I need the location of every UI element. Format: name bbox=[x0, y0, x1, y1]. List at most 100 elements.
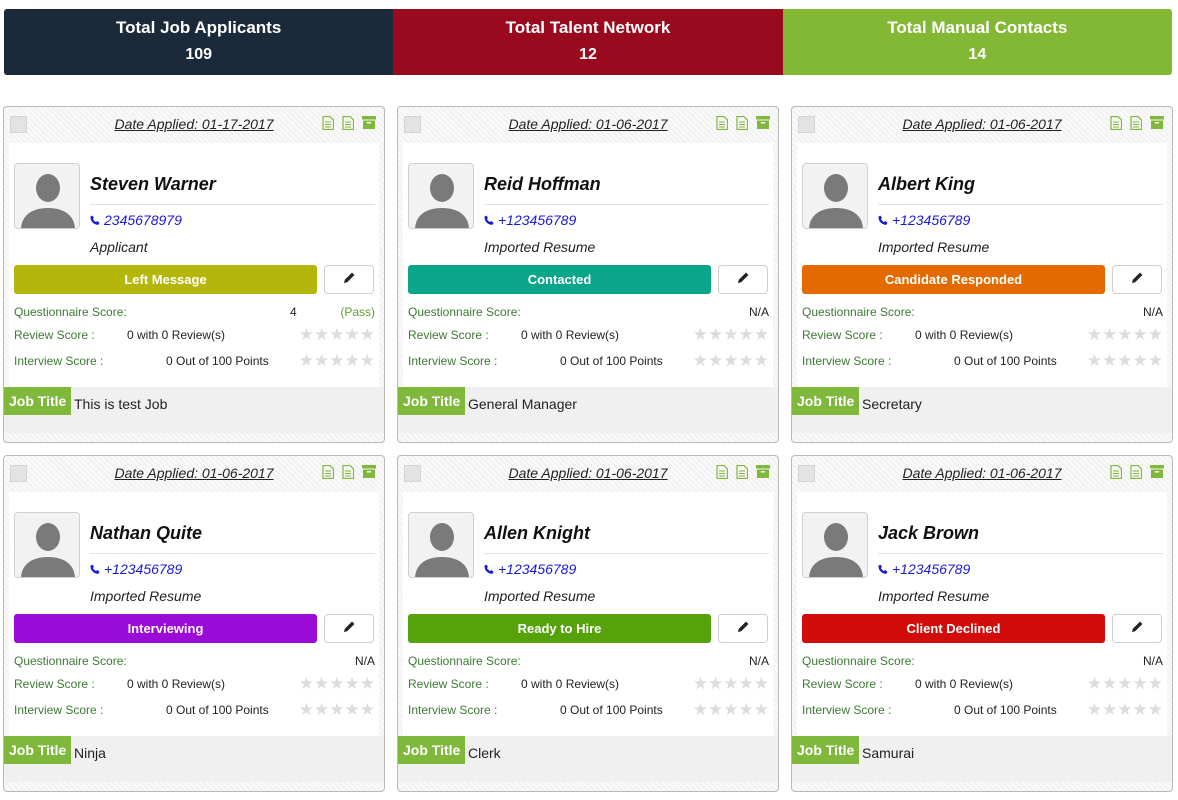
star-icon[interactable]: ★ bbox=[314, 351, 330, 370]
star-icon[interactable]: ★ bbox=[329, 325, 345, 344]
edit-status-button[interactable] bbox=[718, 614, 768, 643]
star-icon[interactable]: ★ bbox=[1132, 700, 1148, 719]
star-icon[interactable]: ★ bbox=[708, 351, 724, 370]
star-icon[interactable]: ★ bbox=[692, 351, 708, 370]
star-icon[interactable]: ★ bbox=[708, 674, 724, 693]
star-icon[interactable]: ★ bbox=[1117, 674, 1133, 693]
star-icon[interactable]: ★ bbox=[723, 351, 739, 370]
review-rating[interactable]: ★ ★ ★ ★ ★ bbox=[1087, 675, 1163, 692]
status-button[interactable]: Client Declined bbox=[802, 614, 1105, 643]
phone-link[interactable]: +123456789 bbox=[878, 561, 970, 577]
review-rating[interactable]: ★ ★ ★ ★ ★ bbox=[693, 326, 769, 343]
star-icon[interactable]: ★ bbox=[753, 351, 769, 370]
applicant-name[interactable]: Jack Brown bbox=[878, 523, 980, 543]
star-icon[interactable]: ★ bbox=[344, 674, 360, 693]
document-lines-icon[interactable] bbox=[1130, 115, 1143, 135]
edit-status-button[interactable] bbox=[1112, 614, 1162, 643]
interview-rating[interactable]: ★ ★ ★ ★ ★ bbox=[693, 701, 769, 718]
document-lines-icon[interactable] bbox=[342, 115, 355, 135]
star-icon[interactable]: ★ bbox=[723, 325, 739, 344]
star-icon[interactable]: ★ bbox=[1086, 351, 1102, 370]
star-icon[interactable]: ★ bbox=[298, 700, 314, 719]
interview-rating[interactable]: ★ ★ ★ ★ ★ bbox=[1087, 701, 1163, 718]
star-icon[interactable]: ★ bbox=[359, 674, 375, 693]
star-icon[interactable]: ★ bbox=[692, 674, 708, 693]
star-icon[interactable]: ★ bbox=[1102, 325, 1118, 344]
star-icon[interactable]: ★ bbox=[1147, 351, 1163, 370]
applicant-card[interactable]: Date Applied: 01-06-2017 Albert King +12… bbox=[791, 106, 1173, 443]
status-button[interactable]: Contacted bbox=[408, 265, 711, 294]
star-icon[interactable]: ★ bbox=[1086, 674, 1102, 693]
star-icon[interactable]: ★ bbox=[753, 325, 769, 344]
applicant-card[interactable]: Date Applied: 01-17-2017 Steven Warner 2… bbox=[3, 106, 385, 443]
archive-icon[interactable] bbox=[362, 465, 376, 484]
star-icon[interactable]: ★ bbox=[753, 700, 769, 719]
applicant-card[interactable]: Date Applied: 01-06-2017 Jack Brown +123… bbox=[791, 455, 1173, 792]
applicant-card[interactable]: Date Applied: 01-06-2017 Nathan Quite +1… bbox=[3, 455, 385, 792]
document-lines-icon[interactable] bbox=[736, 464, 749, 484]
select-checkbox[interactable] bbox=[10, 116, 27, 133]
document-lines-icon[interactable] bbox=[736, 115, 749, 135]
star-icon[interactable]: ★ bbox=[1132, 674, 1148, 693]
star-icon[interactable]: ★ bbox=[1147, 674, 1163, 693]
status-button[interactable]: Ready to Hire bbox=[408, 614, 711, 643]
review-rating[interactable]: ★ ★ ★ ★ ★ bbox=[299, 326, 375, 343]
summary-tile-talent-network[interactable]: Total Talent Network 12 bbox=[393, 9, 783, 75]
star-icon[interactable]: ★ bbox=[329, 674, 345, 693]
star-icon[interactable]: ★ bbox=[298, 674, 314, 693]
star-icon[interactable]: ★ bbox=[738, 325, 754, 344]
star-icon[interactable]: ★ bbox=[344, 351, 360, 370]
star-icon[interactable]: ★ bbox=[692, 700, 708, 719]
edit-status-button[interactable] bbox=[324, 614, 374, 643]
star-icon[interactable]: ★ bbox=[298, 325, 314, 344]
star-icon[interactable]: ★ bbox=[723, 674, 739, 693]
edit-status-button[interactable] bbox=[324, 265, 374, 294]
star-icon[interactable]: ★ bbox=[314, 325, 330, 344]
phone-link[interactable]: +123456789 bbox=[878, 212, 970, 228]
select-checkbox[interactable] bbox=[798, 465, 815, 482]
star-icon[interactable]: ★ bbox=[359, 325, 375, 344]
star-icon[interactable]: ★ bbox=[1102, 351, 1118, 370]
star-icon[interactable]: ★ bbox=[692, 325, 708, 344]
status-button[interactable]: Left Message bbox=[14, 265, 317, 294]
document-icon[interactable] bbox=[716, 115, 729, 135]
interview-rating[interactable]: ★ ★ ★ ★ ★ bbox=[299, 352, 375, 369]
star-icon[interactable]: ★ bbox=[708, 325, 724, 344]
applicant-card[interactable]: Date Applied: 01-06-2017 Reid Hoffman +1… bbox=[397, 106, 779, 443]
star-icon[interactable]: ★ bbox=[708, 700, 724, 719]
document-icon[interactable] bbox=[322, 115, 335, 135]
archive-icon[interactable] bbox=[1150, 465, 1164, 484]
applicant-name[interactable]: Albert King bbox=[878, 174, 975, 194]
interview-rating[interactable]: ★ ★ ★ ★ ★ bbox=[299, 701, 375, 718]
star-icon[interactable]: ★ bbox=[1102, 674, 1118, 693]
star-icon[interactable]: ★ bbox=[1117, 700, 1133, 719]
interview-rating[interactable]: ★ ★ ★ ★ ★ bbox=[1087, 352, 1163, 369]
archive-icon[interactable] bbox=[756, 116, 770, 135]
applicant-name[interactable]: Reid Hoffman bbox=[484, 174, 601, 194]
document-icon[interactable] bbox=[1110, 115, 1123, 135]
document-icon[interactable] bbox=[716, 464, 729, 484]
edit-status-button[interactable] bbox=[1112, 265, 1162, 294]
star-icon[interactable]: ★ bbox=[1086, 325, 1102, 344]
star-icon[interactable]: ★ bbox=[738, 674, 754, 693]
review-rating[interactable]: ★ ★ ★ ★ ★ bbox=[693, 675, 769, 692]
applicant-name[interactable]: Steven Warner bbox=[90, 174, 216, 194]
star-icon[interactable]: ★ bbox=[344, 325, 360, 344]
document-lines-icon[interactable] bbox=[1130, 464, 1143, 484]
star-icon[interactable]: ★ bbox=[359, 351, 375, 370]
star-icon[interactable]: ★ bbox=[329, 351, 345, 370]
star-icon[interactable]: ★ bbox=[753, 674, 769, 693]
applicant-name[interactable]: Nathan Quite bbox=[90, 523, 203, 543]
summary-tile-manual-contacts[interactable]: Total Manual Contacts 14 bbox=[782, 9, 1172, 75]
select-checkbox[interactable] bbox=[404, 465, 421, 482]
star-icon[interactable]: ★ bbox=[1102, 700, 1118, 719]
star-icon[interactable]: ★ bbox=[314, 700, 330, 719]
applicant-name[interactable]: Allen Knight bbox=[484, 523, 590, 543]
star-icon[interactable]: ★ bbox=[1117, 351, 1133, 370]
document-icon[interactable] bbox=[322, 464, 335, 484]
star-icon[interactable]: ★ bbox=[1117, 325, 1133, 344]
phone-link[interactable]: +123456789 bbox=[90, 561, 182, 577]
star-icon[interactable]: ★ bbox=[738, 700, 754, 719]
select-checkbox[interactable] bbox=[404, 116, 421, 133]
star-icon[interactable]: ★ bbox=[329, 700, 345, 719]
